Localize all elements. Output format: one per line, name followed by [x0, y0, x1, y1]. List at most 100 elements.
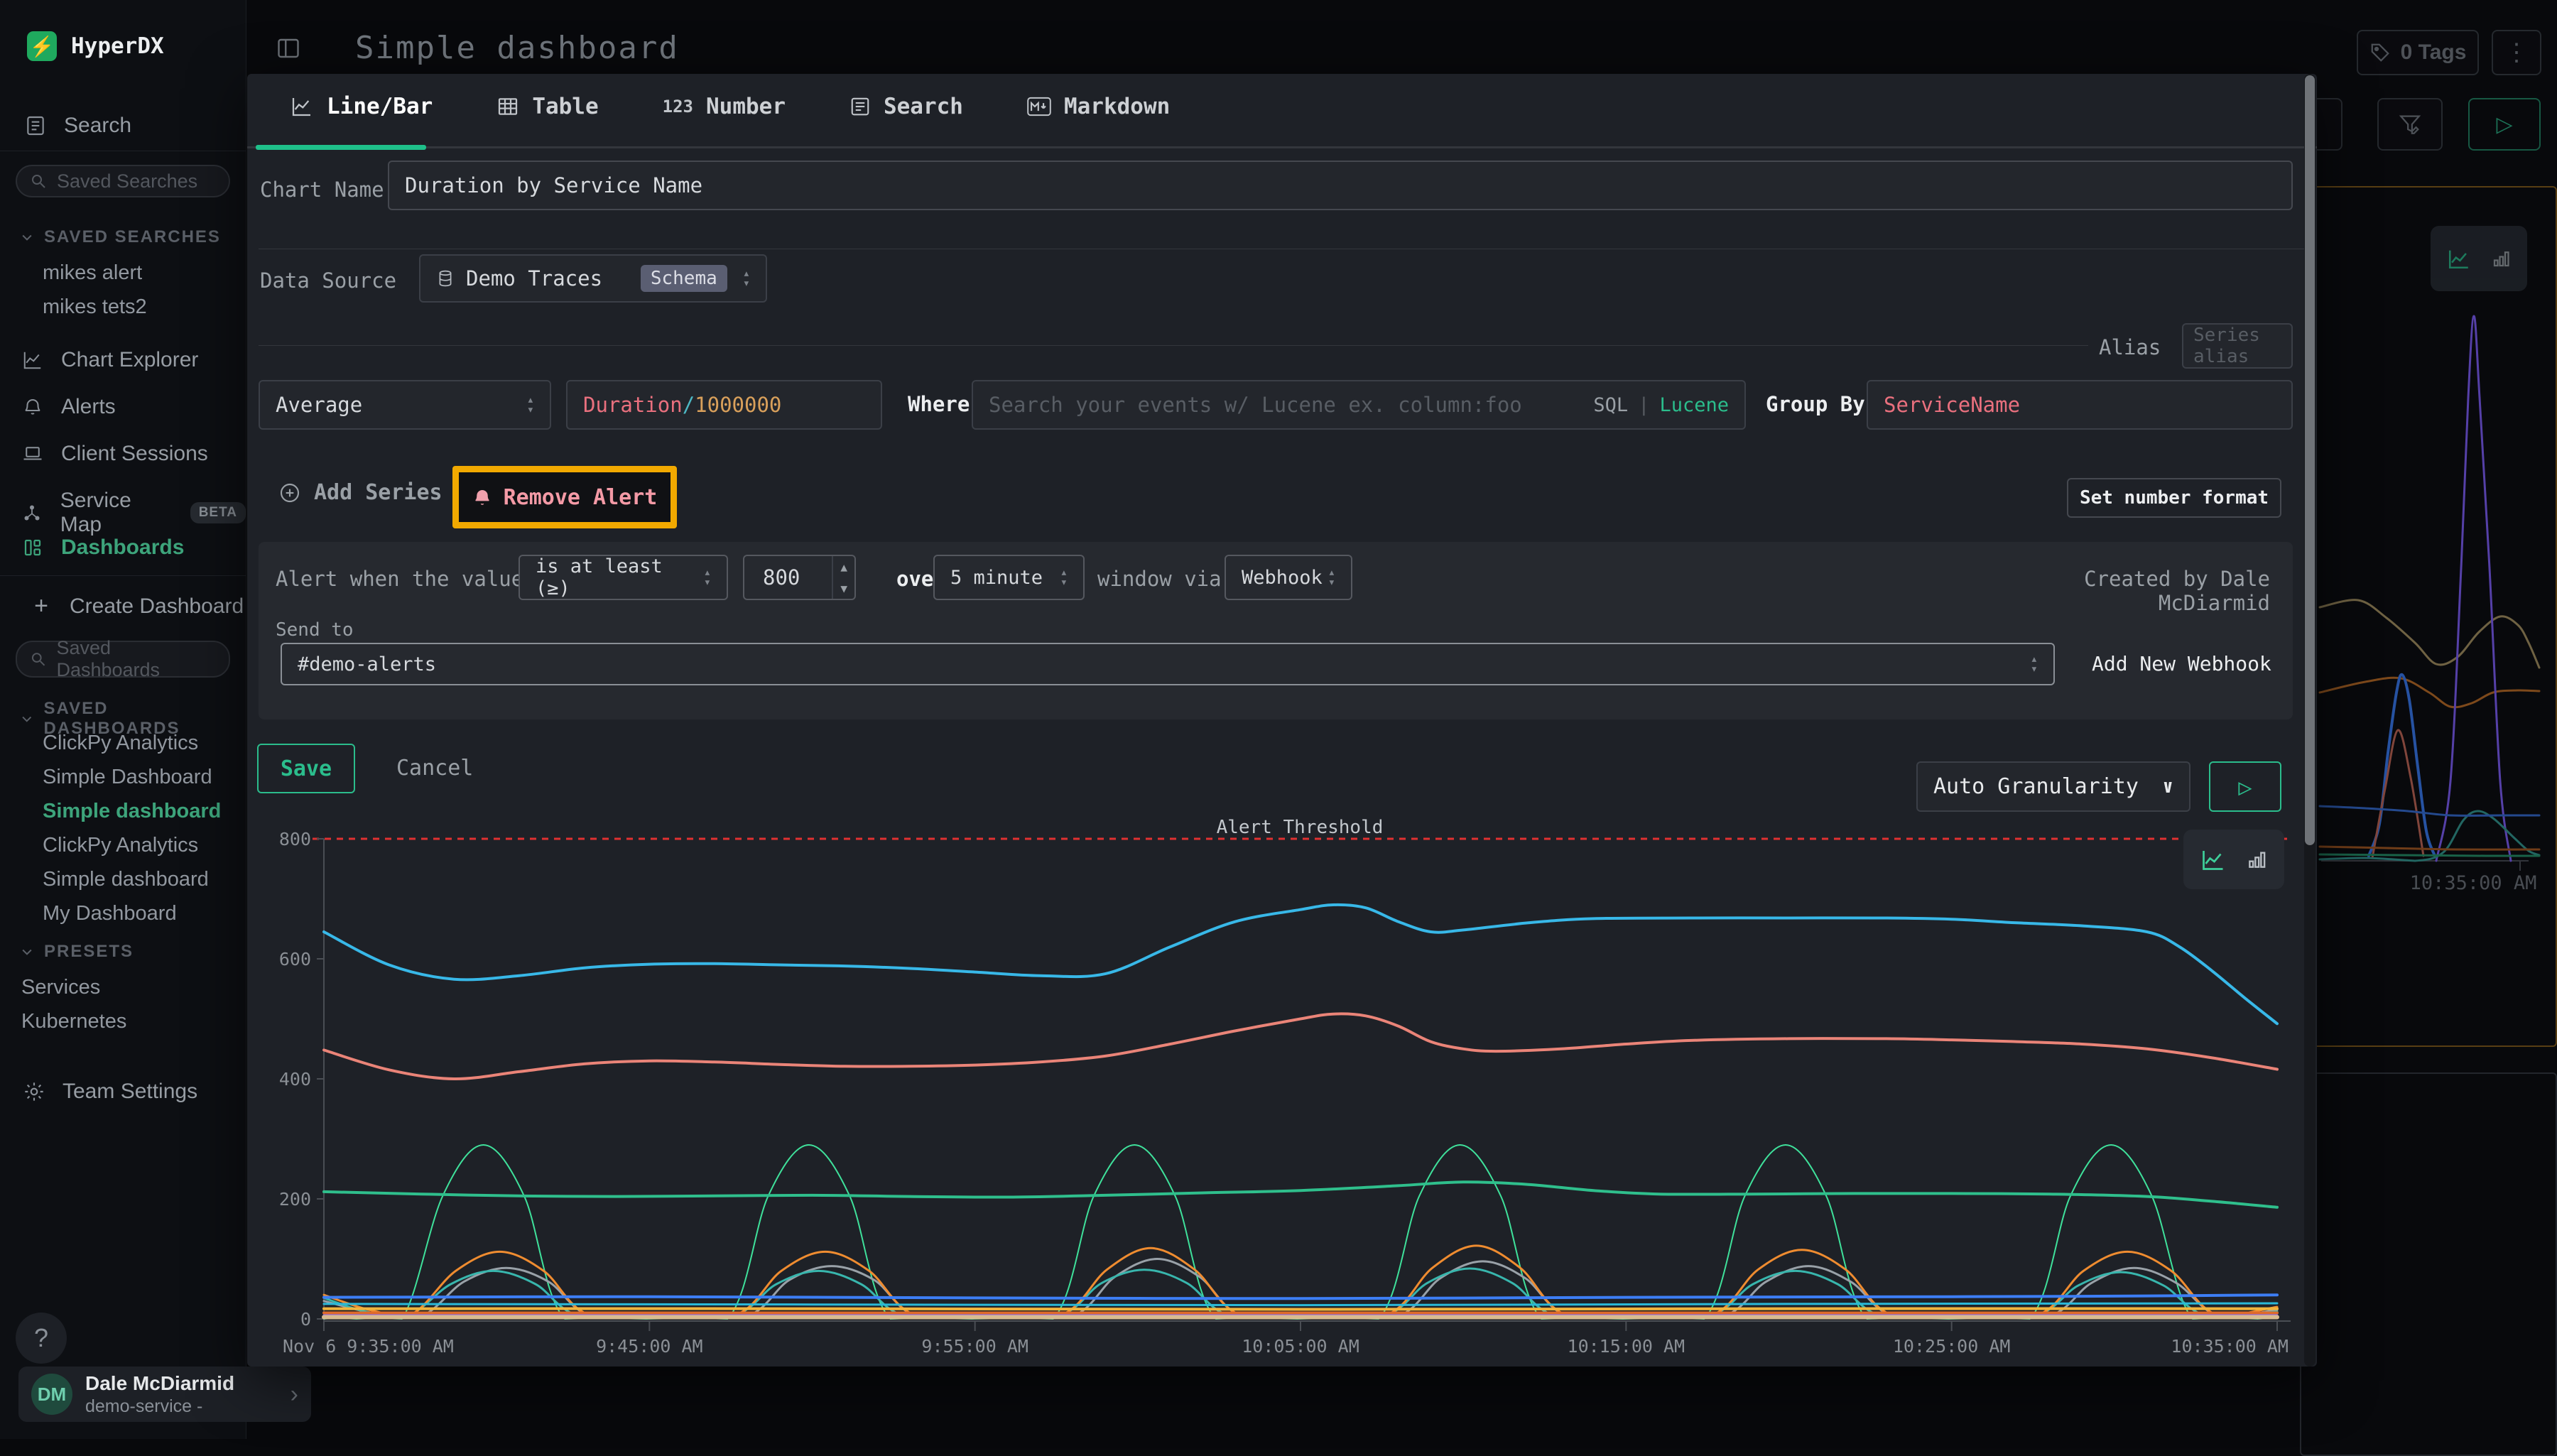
- run-query-button[interactable]: ▷: [2468, 98, 2541, 151]
- dashboard-list-item[interactable]: My Dashboard: [43, 902, 177, 925]
- create-dashboard-button[interactable]: + Create Dashboard: [28, 592, 244, 620]
- saved-dashboards-input[interactable]: Saved Dashboards: [16, 641, 230, 678]
- brand[interactable]: ⚡ HyperDX: [27, 31, 164, 61]
- svg-text:9:45:00 AM: 9:45:00 AM: [596, 1336, 703, 1357]
- bar-chart-icon: [2491, 246, 2512, 271]
- sidebar-item-alerts[interactable]: Alerts: [20, 395, 116, 419]
- series_cyan: [324, 905, 2277, 1023]
- tag-icon: [2369, 42, 2391, 63]
- kebab-menu-button[interactable]: ⋮: [2492, 30, 2541, 75]
- dashboard-list-item[interactable]: Simple dashboard: [43, 868, 209, 891]
- sidebar-item-label: Search: [64, 114, 131, 138]
- bg-mini-chart: 10:35:00 AM: [2317, 298, 2557, 902]
- scrollbar-track[interactable]: [2304, 74, 2316, 1367]
- chart-name-input[interactable]: Duration by Service Name: [388, 161, 2293, 210]
- user-name: Dale McDiarmid: [85, 1372, 234, 1395]
- saved-search-item[interactable]: mikes alert: [43, 261, 142, 285]
- user-menu[interactable]: DM Dale McDiarmid demo-service - ›: [18, 1367, 311, 1422]
- aggregation-select[interactable]: Average ▴▾: [259, 380, 551, 430]
- svg-text:9:55:00 AM: 9:55:00 AM: [921, 1336, 1028, 1357]
- saved-searches-input[interactable]: Saved Searches: [16, 165, 230, 197]
- magnifier-icon: [30, 173, 47, 190]
- alert-threshold-input[interactable]: 800 ▲ ▼: [743, 555, 856, 600]
- plus-icon: +: [28, 592, 54, 620]
- beta-badge: BETA: [190, 502, 246, 523]
- lucene-toggle[interactable]: Lucene: [1659, 394, 1729, 416]
- bg-chart-type-toggle[interactable]: [2431, 226, 2527, 291]
- database-icon: [436, 268, 455, 289]
- line-chart-icon: [2199, 847, 2227, 872]
- save-button[interactable]: Save: [257, 744, 355, 793]
- chevron-updown-icon: ▴▾: [704, 567, 711, 587]
- sidebar-item-chart-explorer[interactable]: Chart Explorer: [20, 348, 198, 372]
- brand-name: HyperDX: [71, 33, 164, 59]
- dashboard-list-item[interactable]: ClickPy Analytics: [43, 834, 198, 857]
- service-map-icon: [20, 502, 45, 523]
- created-by-text: Created by Dale McDiarmid: [1972, 567, 2270, 615]
- saved-dashboards-placeholder: Saved Dashboards: [56, 637, 216, 681]
- dashboard-background: 0 Tags ⋮ ▷ 10:35:00 AM: [2317, 0, 2557, 1439]
- sidebar-item-service-map[interactable]: Service Map BETA: [20, 489, 246, 537]
- tab-markdown[interactable]: Markdown: [1027, 94, 1170, 119]
- saved-searches-header[interactable]: SAVED SEARCHES: [20, 227, 221, 247]
- saved-search-item[interactable]: mikes tets2: [43, 295, 147, 319]
- set-number-format-button[interactable]: Set number format: [2067, 478, 2281, 518]
- tab-bar: Line/Bar Table 123 Number Search Markdow…: [290, 94, 1170, 119]
- alert-channel-select[interactable]: Webhook ▴▾: [1225, 555, 1352, 600]
- alert-window-select[interactable]: 5 minute ▴▾: [933, 555, 1085, 600]
- bg_orange: [2320, 678, 2539, 707]
- send-to-select[interactable]: #demo-alerts ▴▾: [281, 643, 2055, 685]
- alias-input[interactable]: Series alias: [2182, 323, 2293, 369]
- number-spinner[interactable]: ▲ ▼: [832, 556, 854, 599]
- svg-text:400: 400: [279, 1069, 311, 1090]
- sidebar-item-dashboards[interactable]: Dashboards: [20, 536, 184, 560]
- group-by-input[interactable]: ServiceName: [1867, 380, 2293, 430]
- presets-header[interactable]: PRESETS: [20, 942, 134, 962]
- preset-item[interactable]: Kubernetes: [21, 1010, 126, 1033]
- help-button[interactable]: ?: [16, 1313, 67, 1364]
- scrollbar-thumb[interactable]: [2305, 75, 2315, 845]
- field-expression-input[interactable]: Duration/1000000: [566, 380, 882, 430]
- dashboard-list-item[interactable]: Simple Dashboard: [43, 766, 212, 789]
- sql-toggle[interactable]: SQL: [1593, 394, 1628, 416]
- tab-table[interactable]: Table: [496, 94, 598, 119]
- chevron-down-icon: [20, 230, 34, 244]
- dashboard-list-item-active[interactable]: Simple dashboard: [43, 800, 221, 823]
- bg-next-panel: [2300, 1072, 2557, 1456]
- dashboard-list-item[interactable]: ClickPy Analytics: [43, 732, 198, 755]
- data-source-select[interactable]: Demo Traces Schema ▴▾: [419, 254, 767, 303]
- sidebar-item-client-sessions[interactable]: Client Sessions: [20, 442, 208, 466]
- laptop-icon: [20, 443, 45, 464]
- table-icon: [496, 95, 519, 118]
- add-series-button[interactable]: Add Series: [278, 480, 443, 505]
- add-new-webhook-link[interactable]: Add New Webhook: [2092, 652, 2271, 675]
- sidebar-collapse-icon[interactable]: [276, 36, 301, 65]
- svg-text:10:25:00 AM: 10:25:00 AM: [1893, 1336, 2011, 1357]
- active-tab-indicator: [256, 145, 426, 150]
- preset-item[interactable]: Services: [21, 976, 100, 999]
- spinner-down-icon[interactable]: ▼: [833, 577, 854, 599]
- cancel-button[interactable]: Cancel: [396, 756, 473, 781]
- svg-text:10:35:00 AM: 10:35:00 AM: [2171, 1336, 2289, 1357]
- tab-search[interactable]: Search: [849, 94, 963, 119]
- number-123-icon: 123: [663, 97, 693, 116]
- chevron-updown-icon: ▴▾: [2031, 654, 2038, 674]
- filter-button[interactable]: [2377, 98, 2443, 151]
- chart-type-toggle[interactable]: [2183, 830, 2284, 889]
- series_green_flat: [324, 1182, 2277, 1207]
- remove-alert-button[interactable]: Remove Alert: [472, 485, 658, 510]
- tags-button[interactable]: 0 Tags: [2357, 30, 2479, 75]
- bg_green_flat: [2320, 854, 2539, 856]
- chevron-down-icon: [20, 712, 34, 726]
- where-search-input[interactable]: Search your events w/ Lucene ex. column:…: [972, 380, 1746, 430]
- svg-text:10:15:00 AM: 10:15:00 AM: [1568, 1336, 1685, 1357]
- group-by-label: Group By: [1766, 392, 1865, 416]
- tab-number[interactable]: 123 Number: [663, 94, 786, 119]
- sidebar-item-team-settings[interactable]: Team Settings: [21, 1080, 197, 1104]
- search-doc-icon: [23, 114, 48, 138]
- alert-condition-select[interactable]: is at least (≥) ▴▾: [519, 555, 728, 600]
- sidebar-item-search[interactable]: Search: [23, 114, 131, 138]
- alert-lead-text: Alert when the value: [276, 567, 523, 591]
- tab-line-bar[interactable]: Line/Bar: [290, 94, 433, 119]
- spinner-up-icon[interactable]: ▲: [833, 556, 854, 577]
